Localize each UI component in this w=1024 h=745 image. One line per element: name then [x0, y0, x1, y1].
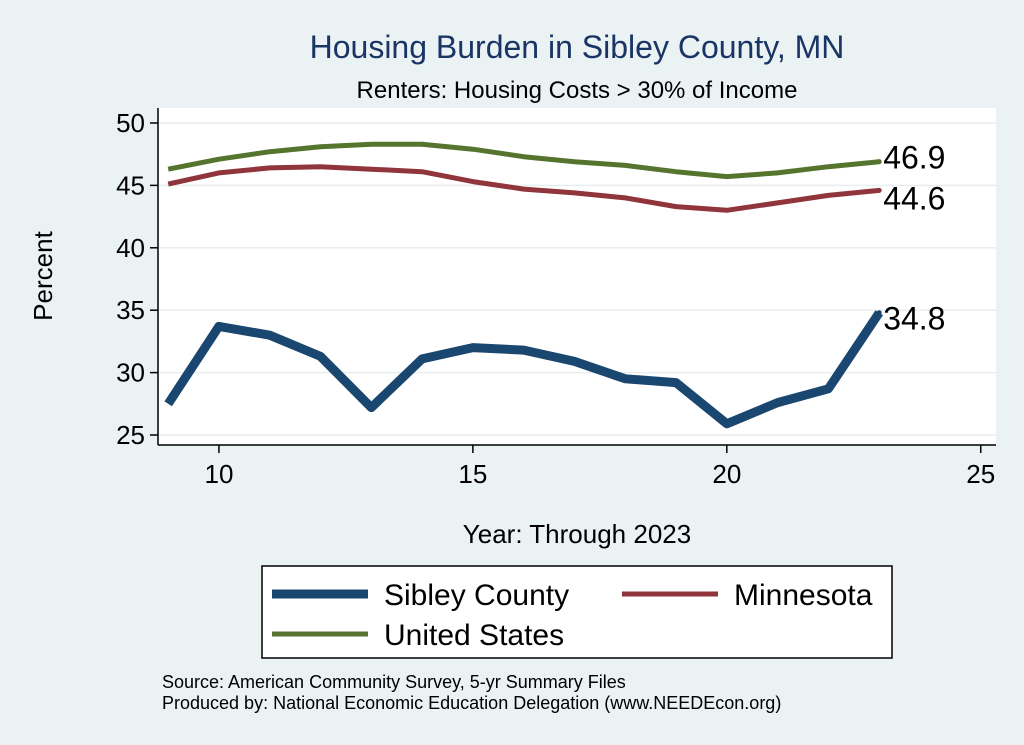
y-axis-label: Percent — [28, 230, 58, 320]
y-tick-label: 50 — [116, 108, 145, 138]
source-note: Source: American Community Survey, 5-yr … — [162, 672, 626, 692]
y-axis-ticks: 25 30 35 40 45 50 — [116, 108, 158, 450]
legend-label-sibley-county: Sibley County — [384, 579, 569, 612]
end-marker-sibley-county — [876, 310, 882, 316]
end-marker-united-states — [876, 159, 882, 165]
x-tick-label: 10 — [204, 459, 233, 489]
chart-title: Housing Burden in Sibley County, MN — [310, 29, 845, 65]
y-tick-label: 45 — [116, 170, 145, 200]
axes — [157, 108, 996, 446]
producer-note: Produced by: National Economic Education… — [162, 693, 781, 713]
y-tick-label: 30 — [116, 358, 145, 388]
x-axis-label: Year: Through 2023 — [463, 519, 691, 549]
y-tick-label: 25 — [116, 420, 145, 450]
legend-label-minnesota: Minnesota — [734, 579, 873, 612]
y-tick-label: 40 — [116, 233, 145, 263]
end-label-sibley-county: 34.8 — [883, 301, 945, 337]
y-tick-label: 35 — [116, 295, 145, 325]
end-label-united-states: 46.9 — [883, 140, 945, 176]
end-marker-minnesota — [876, 187, 882, 193]
legend-label-united-states: United States — [384, 619, 564, 652]
plot-area — [158, 108, 996, 445]
series-line-minnesota — [167, 164, 880, 213]
legend: Sibley County Minnesota United States — [261, 565, 893, 659]
series-line-united-states — [167, 141, 880, 180]
grid-lines — [158, 122, 996, 436]
end-labels: 34.8 44.6 46.9 — [876, 140, 945, 337]
x-tick-label: 15 — [458, 459, 487, 489]
x-tick-label: 25 — [966, 459, 995, 489]
end-label-minnesota: 44.6 — [883, 180, 945, 216]
series-line-sibley-county — [164, 310, 883, 429]
legend-box — [261, 565, 893, 659]
x-axis-ticks: 10 15 20 25 — [204, 445, 995, 489]
chart-subtitle: Renters: Housing Costs > 30% of Income — [357, 77, 798, 104]
x-tick-label: 20 — [712, 459, 741, 489]
series-group — [164, 141, 883, 429]
